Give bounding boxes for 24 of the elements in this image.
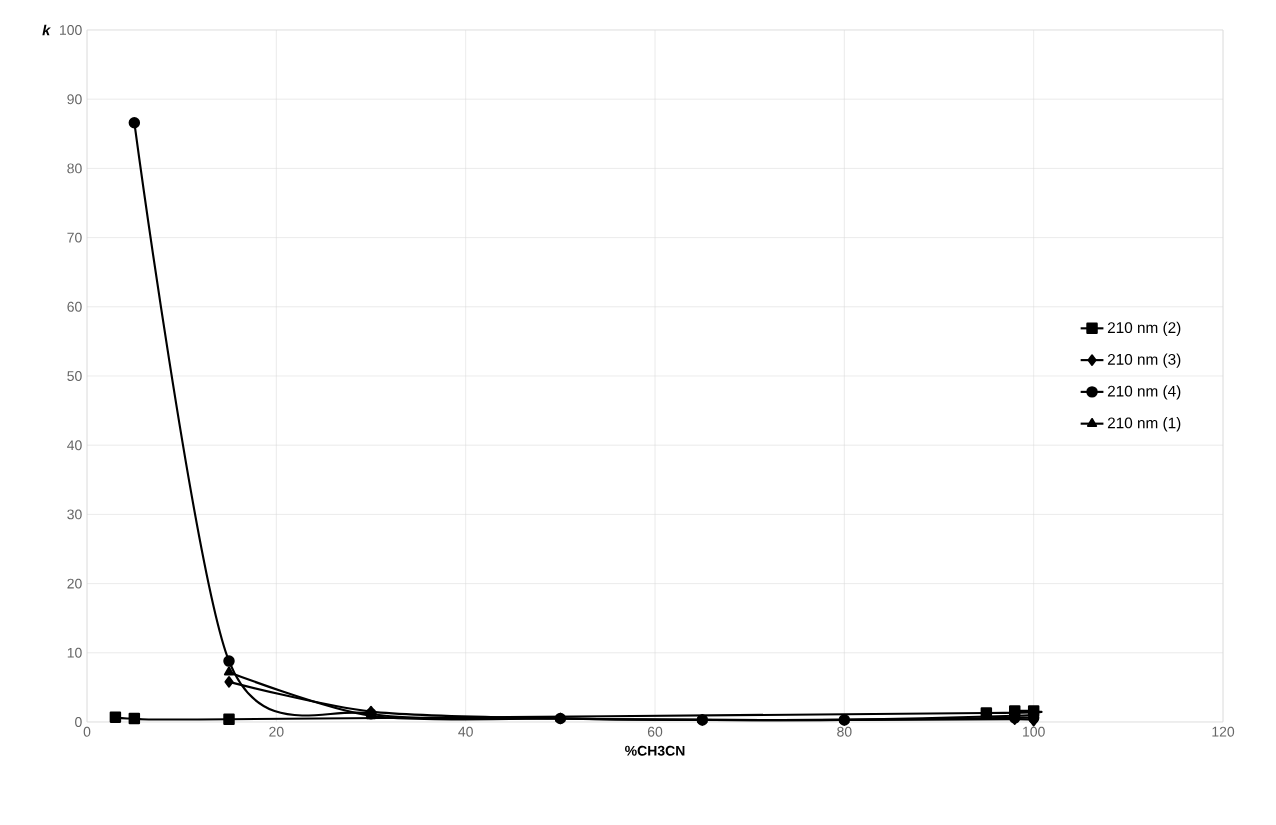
- y-tick-label: 0: [75, 717, 82, 727]
- y-tick-label: 20: [67, 578, 82, 589]
- legend-label: 210 nm (4): [1107, 385, 1181, 400]
- x-tick-label: 20: [269, 726, 284, 737]
- y-axis-title: k: [42, 24, 51, 36]
- y-tick-label: 60: [67, 301, 82, 312]
- x-tick-label: 0: [83, 726, 91, 737]
- x-tick-label: 80: [837, 726, 852, 737]
- legend-label: 210 nm (2): [1107, 321, 1181, 337]
- legend-label: 210 nm (1): [1107, 417, 1181, 432]
- x-tick-label: 120: [1212, 726, 1235, 737]
- y-tick-label: 10: [67, 647, 82, 658]
- y-tick-label: 90: [67, 94, 82, 105]
- legend-label: 210 nm (3): [1107, 353, 1181, 368]
- x-tick-label: 100: [1023, 726, 1045, 737]
- x-tick-label: 60: [647, 726, 663, 737]
- y-tick-label: 70: [67, 232, 82, 243]
- x-tick-label: 40: [458, 726, 473, 737]
- y-tick-label: 40: [67, 440, 82, 451]
- y-tick-label: 50: [67, 371, 82, 381]
- y-tick-label: 80: [67, 163, 82, 174]
- y-tick-label: 30: [67, 509, 82, 520]
- x-axis-title: %CH3CN: [625, 745, 685, 756]
- y-tick-label: 100: [60, 25, 82, 35]
